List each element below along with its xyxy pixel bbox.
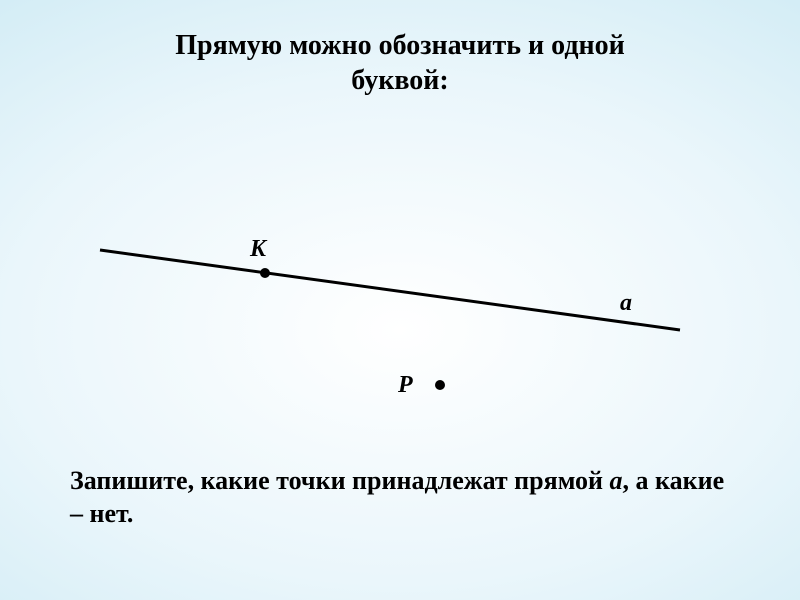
label-P: P: [398, 372, 413, 399]
prompt-line-name: a: [610, 466, 623, 495]
task-prompt: Запишите, какие точки принадлежат прямой…: [70, 465, 730, 530]
page-title: Прямую можно обозначить и одной буквой:: [0, 28, 800, 98]
label-line-a: a: [620, 290, 632, 317]
title-line-2: буквой:: [351, 65, 448, 96]
label-K: K: [250, 236, 266, 263]
title-line-1: Прямую можно обозначить и одной: [175, 30, 625, 61]
prompt-prefix: Запишите, какие точки принадлежат прямой: [70, 466, 610, 495]
